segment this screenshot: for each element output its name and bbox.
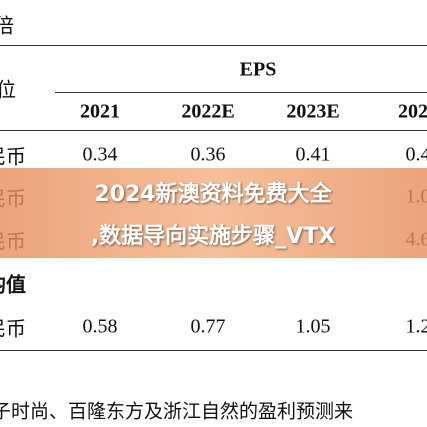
overlay-text: 2024新澳资料免费大全 <box>94 182 332 207</box>
title: 倍 <box>0 15 14 38</box>
cell: 0.58 <box>82 315 118 338</box>
cell: 0.41 <box>295 143 331 166</box>
column-header: 2024 <box>398 100 427 123</box>
cell: 1.2 <box>405 315 427 338</box>
column-header: 2021 <box>80 100 120 123</box>
row-label: 均值 <box>0 274 26 297</box>
cell: 1.05 <box>295 315 331 338</box>
overlay-band <box>0 168 427 258</box>
row-label: 民币 <box>0 318 26 341</box>
rule <box>0 130 427 131</box>
group-label: EPS <box>239 58 277 81</box>
cell: 0.36 <box>190 143 226 166</box>
footnote: 子时尚、百隆东方及浙江自然的盈利预测来 <box>0 401 354 423</box>
column-header: 2022E <box>181 100 235 123</box>
rule <box>0 45 427 46</box>
unit-label: 位 <box>0 79 16 102</box>
rule <box>55 92 427 93</box>
cell: 0.4 <box>405 143 427 166</box>
column-header: 2023E <box>286 100 340 123</box>
cell: 0.77 <box>190 315 226 338</box>
overlay-text: ,数据导向实施步骤_VTX <box>90 224 336 249</box>
rule <box>0 350 427 351</box>
cell: 0.34 <box>82 143 118 166</box>
row-label: 民币 <box>0 146 26 169</box>
